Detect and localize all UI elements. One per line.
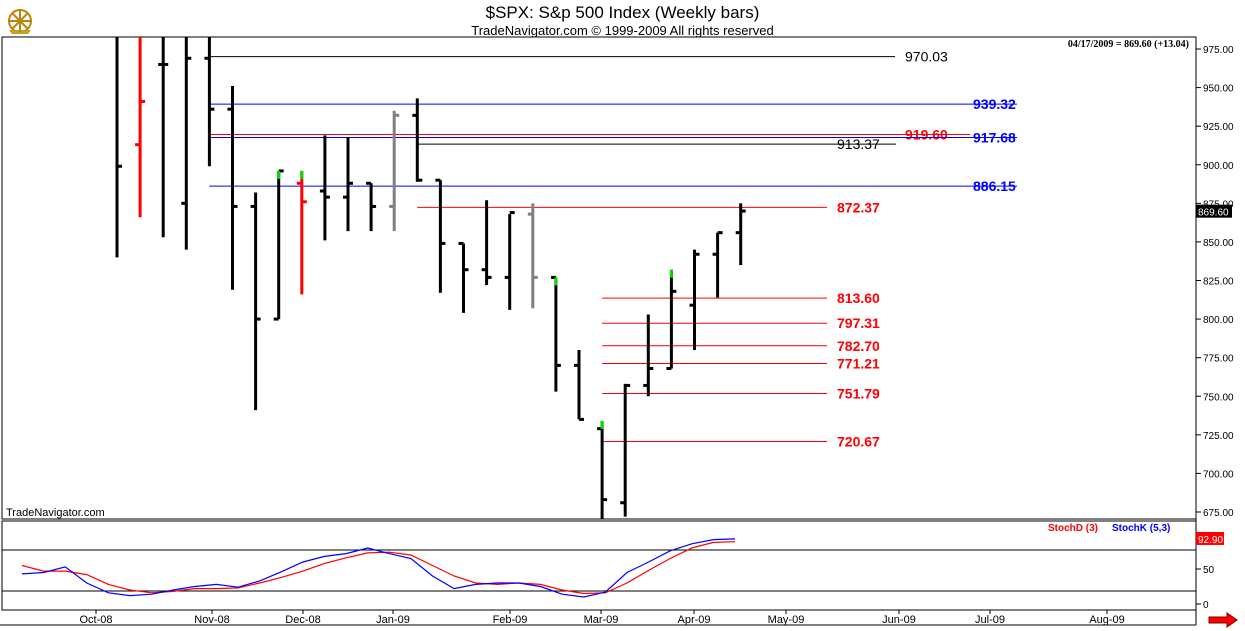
stoch-y-tick-label: 50	[1203, 565, 1215, 576]
level-label-751.79: 751.79	[837, 385, 880, 401]
ohlc-bar	[550, 275, 561, 392]
ohlc-bar	[158, 37, 169, 238]
y-tick-label: 825.00	[1203, 277, 1234, 288]
ohlc-bar	[643, 314, 654, 397]
y-tick-label: 975.00	[1203, 45, 1234, 56]
ohlc-bar	[135, 37, 146, 218]
red-right-arrow-icon[interactable]	[1208, 612, 1238, 628]
y-tick-label: 775.00	[1203, 354, 1234, 365]
x-tick-label: Dec-08	[285, 614, 320, 626]
x-tick-label: Mar-09	[584, 614, 619, 626]
ohlc-bar	[319, 135, 330, 241]
watermark: TradeNavigator.com	[6, 507, 105, 519]
x-tick-label: Aug-09	[1089, 614, 1124, 626]
ohlc-bar	[458, 241, 469, 313]
y-tick-label: 800.00	[1203, 315, 1234, 326]
ship-wheel-logo-icon	[8, 9, 32, 34]
level-label-913.37: 913.37	[837, 136, 880, 152]
ohlc-bar	[204, 37, 215, 167]
level-label-720.67: 720.67	[837, 434, 880, 450]
y-tick-label: 725.00	[1203, 431, 1234, 442]
stoch-last-tag-label: 92.90	[1198, 535, 1223, 546]
x-tick-label: Jun-09	[882, 614, 916, 626]
y-tick-label: 850.00	[1203, 238, 1234, 249]
ohlc-bar	[389, 110, 400, 232]
x-tick-label: Jul-09	[975, 614, 1005, 626]
chart-subtitle: TradeNavigator.com © 1999-2009 All right…	[471, 23, 774, 38]
level-label-919.60: 919.60	[905, 127, 948, 143]
ohlc-bar	[366, 181, 377, 232]
chart-title: $SPX: S&p 500 Index (Weekly bars)	[485, 3, 760, 22]
last-price-tag	[1196, 204, 1232, 218]
level-label-813.60: 813.60	[837, 290, 880, 306]
ohlc-bar	[227, 86, 238, 290]
ohlc-bar	[574, 349, 584, 421]
stoch-series-line	[21, 538, 736, 598]
ohlc-bar	[435, 178, 446, 293]
y-tick-label: 950.00	[1203, 84, 1234, 95]
x-tick-label: Nov-08	[194, 614, 229, 626]
level-label-917.68: 917.68	[973, 129, 1016, 145]
y-tick-label: 675.00	[1203, 508, 1234, 519]
ohlc-bar	[296, 170, 307, 295]
x-tick-label: Apr-09	[677, 614, 710, 626]
ohlc-bar	[250, 192, 261, 411]
last-value-info: 04/17/2009 = 869.60 (+13.04)	[1067, 39, 1189, 50]
x-tick-label: May-09	[768, 614, 805, 626]
stoch-k-legend: StochK (5,3)	[1112, 523, 1170, 534]
level-label-939.32: 939.32	[973, 96, 1016, 112]
last-price-tag-label: 869.60	[1198, 208, 1229, 219]
y-tick-label: 750.00	[1203, 392, 1234, 403]
x-tick-label: Feb-09	[493, 614, 528, 626]
ohlc-bar	[504, 211, 515, 310]
stoch-last-tag	[1196, 531, 1224, 545]
level-label-771.21: 771.21	[837, 356, 880, 372]
price-plot-frame	[1, 36, 1197, 520]
ohlc-bar	[712, 231, 723, 298]
ohlc-bar	[527, 203, 538, 309]
stoch-y-tick-label: 0	[1203, 600, 1209, 611]
ohlc-bar	[343, 136, 353, 232]
y-tick-label: 900.00	[1203, 161, 1234, 172]
x-tick-label: Oct-08	[79, 614, 112, 626]
ohlc-bar	[689, 249, 700, 350]
ohlc-bar	[412, 98, 423, 182]
ohlc-bar	[273, 169, 284, 321]
ohlc-bar	[597, 420, 608, 519]
stoch-series-line	[21, 541, 736, 595]
x-tick-label: Jan-09	[376, 614, 410, 626]
ohlc-bar	[666, 269, 677, 370]
ohlc-bar	[481, 200, 492, 286]
level-label-797.31: 797.31	[837, 315, 880, 331]
stoch-d-legend: StochD (3)	[1048, 523, 1098, 534]
ohlc-bar	[735, 203, 746, 266]
level-label-886.15: 886.15	[973, 178, 1016, 194]
y-tick-label: 925.00	[1203, 122, 1234, 133]
level-label-970.03: 970.03	[905, 49, 948, 65]
y-tick-label: 700.00	[1203, 469, 1234, 480]
ohlc-bar	[115, 37, 122, 258]
ohlc-bar	[181, 37, 192, 250]
level-label-782.70: 782.70	[837, 338, 880, 354]
ohlc-bar	[620, 383, 631, 517]
stoch-plot-frame	[1, 520, 1197, 611]
level-label-872.37: 872.37	[837, 199, 880, 215]
